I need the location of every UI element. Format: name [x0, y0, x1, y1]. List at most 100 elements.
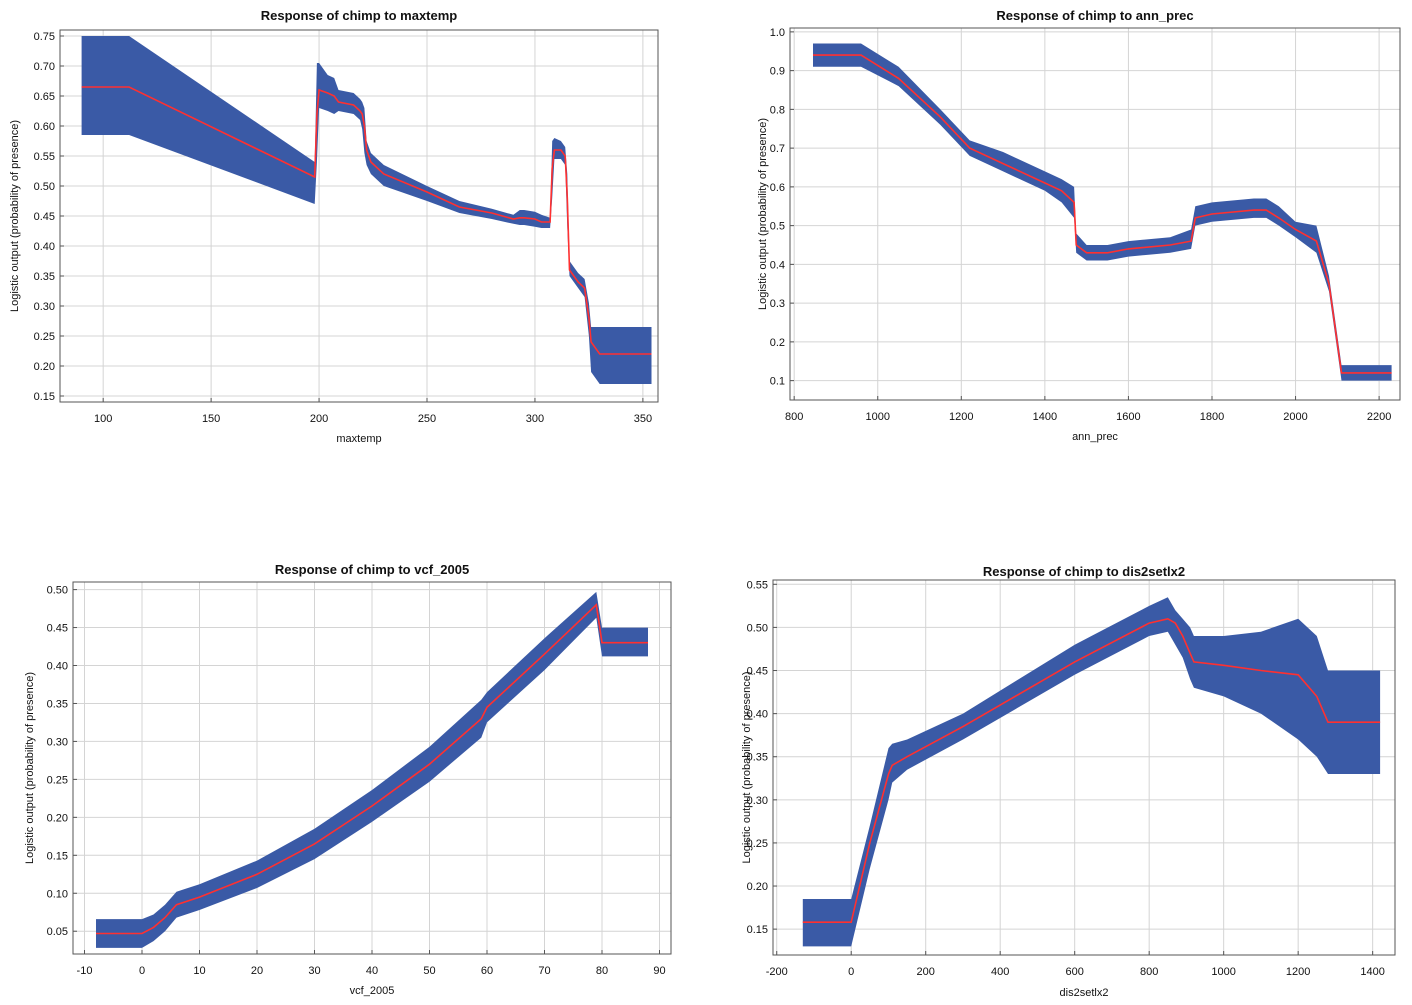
y-tick-label: 0.20 [34, 361, 55, 373]
x-tick-label: 1400 [1033, 411, 1057, 423]
chart-title: Response of chimp to dis2setlx2 [983, 564, 1185, 579]
y-tick-label: 0.40 [47, 661, 68, 673]
y-tick-label: 0.05 [47, 926, 68, 938]
y-tick-label: 0.50 [747, 622, 768, 634]
x-tick-label: 300 [526, 413, 544, 425]
y-tick-label: 0.30 [34, 301, 55, 313]
x-tick-label: 2200 [1367, 411, 1391, 423]
x-tick-label: 0 [139, 965, 145, 977]
x-tick-label: 200 [310, 413, 328, 425]
y-tick-label: 0.2 [770, 337, 785, 349]
y-tick-label: 0.65 [34, 91, 55, 103]
y-tick-label: 0.30 [747, 795, 768, 807]
y-tick-label: 0.15 [47, 850, 68, 862]
x-tick-label: 100 [94, 413, 112, 425]
x-tick-label: 60 [481, 965, 493, 977]
x-tick-label: 10 [193, 965, 205, 977]
chart-panel-ann-prec: 800 1000 1200 1400 1600 1800 2000 2200 0.1 0.2 0.3… [757, 8, 1401, 443]
x-tick-label: 2000 [1283, 411, 1307, 423]
x-tick-label: 800 [1140, 966, 1158, 978]
x-tick-label: 600 [1066, 966, 1084, 978]
y-tick-label: 0.30 [47, 736, 68, 748]
mean-response-line [96, 603, 648, 935]
y-tick-label: 0.55 [747, 579, 768, 591]
y-tick-label: 0.35 [47, 698, 68, 710]
y-tick-label: 0.45 [47, 623, 68, 635]
x-axis-label: ann_prec [1072, 431, 1118, 443]
x-tick-label: 200 [917, 966, 935, 978]
y-axis-label: Logistic output (probability of presence… [757, 118, 769, 310]
x-tick-label: 90 [653, 965, 665, 977]
y-tick-label: 1.0 [770, 27, 785, 39]
y-tick-label: 0.25 [747, 838, 768, 850]
x-tick-label: 1400 [1360, 966, 1384, 978]
y-tick-label: 0.40 [34, 241, 55, 253]
y-tick-label: 0.35 [747, 752, 768, 764]
x-tick-label: 1200 [1286, 966, 1310, 978]
y-tick-label: 0.55 [34, 151, 55, 163]
x-tick-label: 30 [308, 965, 320, 977]
x-tick-label: 20 [251, 965, 263, 977]
x-axis-label: dis2setlx2 [1060, 987, 1109, 999]
x-tick-label: -10 [77, 965, 93, 977]
y-tick-label: 0.15 [747, 924, 768, 936]
y-tick-label: 0.50 [34, 181, 55, 193]
y-tick-label: 0.20 [47, 812, 68, 824]
y-tick-label: 0.7 [770, 143, 785, 155]
chart-title: Response of chimp to ann_prec [996, 8, 1193, 23]
y-tick-label: 0.70 [34, 61, 55, 73]
y-tick-label: 0.4 [770, 259, 785, 271]
confidence-band [813, 43, 1392, 381]
y-tick-label: 0.45 [747, 666, 768, 678]
mean-response-line [81, 86, 652, 355]
y-tick-label: 0.25 [47, 774, 68, 786]
x-axis-label: vcf_2005 [350, 985, 395, 997]
x-tick-label: 1800 [1200, 411, 1224, 423]
x-tick-label: 1200 [949, 411, 973, 423]
x-tick-label: 350 [634, 413, 652, 425]
chart-panel-maxtemp: 100 150 200 250 300 350 0.15 0.20 0.25 0.30 0.35 0.… [9, 8, 659, 445]
y-tick-label: 0.20 [747, 881, 768, 893]
x-tick-label: 1000 [1211, 966, 1235, 978]
plot-area [790, 28, 1400, 400]
x-tick-label: 150 [202, 413, 220, 425]
y-tick-label: 0.9 [770, 66, 785, 78]
x-tick-label: 80 [596, 965, 608, 977]
confidence-band [81, 36, 652, 384]
y-tick-label: 0.60 [34, 121, 55, 133]
y-tick-label: 0.25 [34, 331, 55, 343]
plot-frame [772, 579, 1396, 956]
x-tick-label: 50 [423, 965, 435, 977]
confidence-band [96, 591, 648, 948]
y-tick-label: 0.45 [34, 211, 55, 223]
y-tick-label: 0.5 [770, 221, 785, 233]
x-axis-label: maxtemp [336, 433, 381, 445]
chart-panel-dis2setlx2: -200 0 200 400 600 800 1000 1200 1400 0.15 0.20 0.2… [741, 564, 1396, 999]
x-tick-label: 400 [991, 966, 1009, 978]
chart-title: Response of chimp to maxtemp [261, 8, 458, 23]
y-axis-label: Logistic output (probability of presence… [9, 120, 21, 312]
y-tick-label: 0.8 [770, 104, 785, 116]
x-tick-label: 800 [785, 411, 803, 423]
x-tick-label: 40 [366, 965, 378, 977]
confidence-band [802, 597, 1381, 947]
y-tick-label: 0.75 [34, 31, 55, 43]
y-tick-label: 0.35 [34, 271, 55, 283]
y-tick-label: 0.40 [747, 709, 768, 721]
x-tick-label: 250 [418, 413, 436, 425]
y-axis-label: Logistic output (probability of presence… [24, 672, 36, 864]
mean-response-line [802, 617, 1381, 923]
plot-frame [789, 27, 1401, 401]
x-tick-label: 70 [538, 965, 550, 977]
y-tick-label: 0.1 [770, 376, 785, 388]
y-tick-label: 0.50 [47, 585, 68, 597]
x-tick-label: 1000 [865, 411, 889, 423]
y-tick-label: 0.10 [47, 888, 68, 900]
y-tick-label: 0.6 [770, 182, 785, 194]
mean-response-line [813, 54, 1392, 374]
y-axis-label: Logistic output (probability of presence… [741, 672, 753, 864]
chart-title: Response of chimp to vcf_2005 [275, 562, 469, 577]
x-tick-label: -200 [766, 966, 788, 978]
y-tick-label: 0.15 [34, 391, 55, 403]
